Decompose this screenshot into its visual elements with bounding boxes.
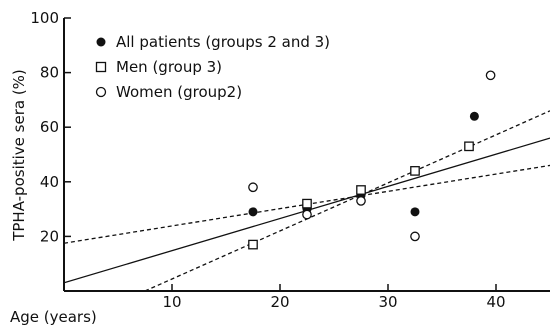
x-tick-label: 40 bbox=[486, 293, 505, 311]
data-point-series-1 bbox=[464, 141, 474, 152]
x-ticks: 10 20 30 40 bbox=[162, 284, 506, 311]
legend-marker-men bbox=[95, 61, 107, 73]
data-point-series-2 bbox=[302, 209, 312, 220]
legend-marker-women bbox=[95, 86, 107, 98]
data-point-series-2 bbox=[485, 70, 496, 81]
data-point-series-2 bbox=[248, 182, 258, 193]
regression-line-dashed-2 bbox=[144, 110, 550, 291]
y-tick-label: 60 bbox=[40, 118, 59, 136]
data-point-series-1 bbox=[410, 166, 420, 176]
data-point-series-0 bbox=[248, 207, 258, 217]
y-axis-title: TPHA-positive sera (%) bbox=[10, 69, 28, 242]
data-point-series-0 bbox=[410, 207, 420, 217]
legend-marker-all-patients bbox=[96, 37, 106, 47]
data-point-series-1 bbox=[248, 239, 258, 250]
data-point-series-2 bbox=[410, 231, 420, 242]
data-point-series-2 bbox=[356, 196, 366, 206]
y-tick-label: 40 bbox=[40, 173, 59, 191]
data-point-series-1 bbox=[302, 198, 312, 209]
x-tick-label: 20 bbox=[270, 293, 289, 311]
x-tick-label: 10 bbox=[162, 293, 181, 311]
x-tick-label: 30 bbox=[378, 293, 397, 311]
y-tick-label: 100 bbox=[30, 9, 59, 27]
legend-label-men: Men (group 3) bbox=[116, 58, 222, 76]
y-ticks: 20 40 60 80 100 bbox=[30, 9, 71, 245]
data-points bbox=[248, 70, 496, 250]
data-point-series-1 bbox=[356, 185, 366, 195]
data-point-series-0 bbox=[469, 111, 479, 121]
y-tick-label: 80 bbox=[40, 64, 59, 82]
y-tick-label: 20 bbox=[40, 227, 59, 245]
x-axis-title: Age (years) bbox=[10, 308, 97, 326]
legend: All patients (groups 2 and 3) Men (group… bbox=[95, 33, 330, 101]
legend-label-all-patients: All patients (groups 2 and 3) bbox=[116, 33, 330, 51]
legend-label-women: Women (group2) bbox=[116, 83, 242, 101]
